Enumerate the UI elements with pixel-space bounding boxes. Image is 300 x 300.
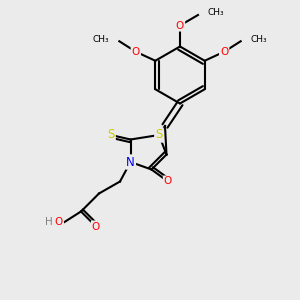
Text: H: H [45,217,53,227]
Text: O: O [220,47,228,57]
Text: O: O [92,221,100,232]
Text: O: O [176,20,184,31]
Text: CH₃: CH₃ [250,34,267,43]
Text: O: O [164,176,172,187]
Text: N: N [126,155,135,169]
Text: S: S [107,128,115,142]
Text: CH₃: CH₃ [93,34,110,43]
Text: O: O [55,217,63,227]
Text: CH₃: CH₃ [208,8,224,17]
Text: S: S [155,128,163,142]
Text: O: O [132,47,140,57]
